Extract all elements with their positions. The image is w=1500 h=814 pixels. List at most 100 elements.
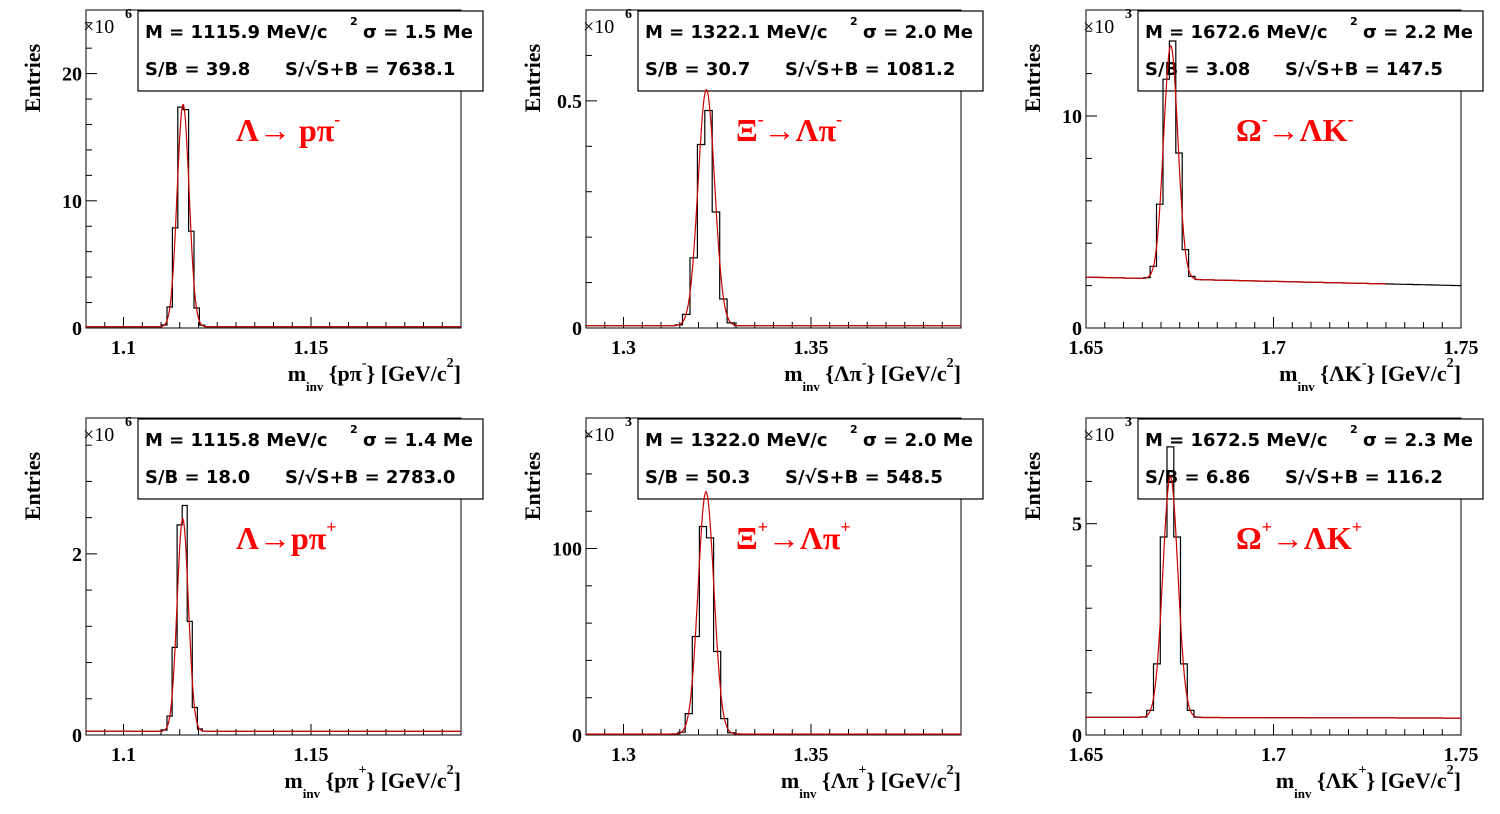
y-tick-label: 0 — [572, 318, 582, 340]
y-tick-label: 5 — [1072, 514, 1082, 536]
stats-mass: M = 1672.6 MeV/c — [1145, 22, 1328, 43]
y-tick-label: 0 — [72, 725, 82, 747]
x-tick-label: 1.3 — [611, 744, 636, 766]
axis-multiplier: ×10 — [1083, 424, 1114, 446]
stats-signal-to-background: S/B = 50.3 — [645, 467, 750, 488]
axis-multiplier-exponent: 3 — [1125, 415, 1132, 430]
stats-mass: M = 1322.0 MeV/c — [645, 430, 828, 451]
panel-3: 0 10 1.65 1.7 1.75 Entries ×10 3 minv {ΛK-} [GeV… — [1020, 7, 1484, 394]
stats-box — [637, 10, 984, 92]
stats-sigma: σ = 2.0 Me — [863, 430, 973, 451]
process-label: Λ→pπ+ — [236, 517, 337, 556]
y-tick-label: 100 — [552, 539, 582, 561]
fit-curve — [1085, 475, 1461, 719]
stats-mass: M = 1115.8 MeV/c — [145, 430, 328, 451]
axis-multiplier-exponent: 6 — [125, 7, 132, 22]
stats-box — [1137, 10, 1484, 92]
y-tick-label: 0 — [572, 725, 582, 747]
y-tick-label: 0 — [1072, 318, 1082, 340]
y-axis-label: Entries — [520, 43, 545, 112]
y-tick-label: 10 — [62, 191, 82, 213]
stats-significance: S/√S+B = 548.5 — [785, 467, 943, 488]
stats-mass: M = 1115.9 MeV/c — [145, 22, 328, 43]
axis-multiplier: ×10 — [583, 424, 614, 446]
x-tick-label: 1.35 — [794, 744, 829, 766]
stats-signal-to-background: S/B = 39.8 — [145, 59, 250, 80]
stats-signal-to-background: S/B = 30.7 — [645, 59, 750, 80]
y-axis-label: Entries — [520, 451, 545, 520]
stats-sigma: σ = 1.5 Me — [363, 22, 473, 43]
axis-multiplier-exponent: 3 — [1125, 7, 1132, 22]
axis-multiplier: ×10 — [83, 424, 114, 446]
y-tick-label: 0.5 — [557, 91, 582, 113]
stats-mass-unit-exponent: 2 — [850, 15, 858, 28]
stats-sigma: σ = 2.2 Me — [1363, 22, 1473, 43]
stats-significance: S/√S+B = 7638.1 — [285, 59, 455, 80]
x-tick-label: 1.1 — [111, 337, 136, 359]
stats-mass-unit-exponent: 2 — [1350, 423, 1358, 436]
x-axis-label: minv {pπ+} [GeV/c2] — [284, 763, 461, 801]
x-axis-label: minv {pπ-} [GeV/c2] — [288, 356, 461, 394]
panel-4: 0 2 1.1 1.15 Entries ×10 6 minv {pπ+} [GeV/c2] M… — [20, 415, 484, 801]
y-tick-label: 2 — [72, 544, 82, 566]
axis-multiplier-exponent: 3 — [625, 415, 632, 430]
process-label: Ξ+→Λπ+ — [736, 517, 851, 556]
axis-multiplier: ×10 — [583, 16, 614, 38]
y-axis-label: Entries — [20, 451, 45, 520]
y-axis-label: Entries — [1020, 43, 1045, 112]
axis-multiplier-exponent: 6 — [625, 7, 632, 22]
axis-multiplier: ×10 — [1083, 16, 1114, 38]
x-tick-label: 1.35 — [794, 337, 829, 359]
axis-multiplier-exponent: 6 — [125, 415, 132, 430]
y-tick-label: 0 — [1072, 725, 1082, 747]
x-axis-label: minv {Λπ+} [GeV/c2] — [781, 763, 961, 801]
fit-curve — [86, 516, 461, 732]
stats-sigma: σ = 1.4 Me — [363, 430, 473, 451]
x-tick-label: 1.65 — [1069, 744, 1104, 766]
stats-mass-unit-exponent: 2 — [350, 423, 358, 436]
fit-curve — [86, 103, 461, 328]
axis-multiplier: ×10 — [83, 16, 114, 38]
y-tick-label: 10 — [1062, 106, 1082, 128]
x-tick-label: 1.75 — [1444, 744, 1479, 766]
panel-6: 0 5 1.65 1.7 1.75 Entries ×10 3 minv {ΛK+} [GeV/… — [1020, 415, 1484, 801]
stats-mass-unit-exponent: 2 — [850, 423, 858, 436]
process-label: Ω+→ΛK+ — [1236, 517, 1362, 556]
stats-box — [137, 10, 484, 92]
x-axis-label: minv {ΛK+} [GeV/c2] — [1276, 763, 1461, 801]
histogram — [586, 525, 961, 735]
stats-sigma: σ = 2.0 Me — [863, 22, 973, 43]
y-tick-label: 20 — [62, 64, 82, 86]
y-axis-label: Entries — [20, 43, 45, 112]
y-axis-label: Entries — [1020, 451, 1045, 520]
x-axis-label: minv {Λπ-} [GeV/c2] — [784, 356, 961, 394]
x-tick-label: 1.1 — [111, 744, 136, 766]
x-tick-label: 1.75 — [1444, 337, 1479, 359]
y-tick-label: 0 — [72, 318, 82, 340]
x-tick-label: 1.65 — [1069, 337, 1104, 359]
stats-signal-to-background: S/B = 6.86 — [1145, 467, 1250, 488]
panel-2: 0 0.5 1.3 1.35 Entries ×10 6 minv {Λπ-} [GeV/c2… — [520, 7, 984, 394]
panel-5: 0 100 1.3 1.35 Entries ×10 3 minv {Λπ+} [GeV/c2… — [520, 415, 984, 801]
stats-significance: S/√S+B = 116.2 — [1285, 467, 1443, 488]
stats-mass: M = 1322.1 MeV/c — [645, 22, 828, 43]
x-tick-label: 1.7 — [1261, 744, 1286, 766]
stats-mass-unit-exponent: 2 — [1350, 15, 1358, 28]
x-tick-label: 1.15 — [294, 744, 329, 766]
stats-significance: S/√S+B = 2783.0 — [285, 467, 455, 488]
fit-curve — [586, 88, 961, 327]
stats-significance: S/√S+B = 147.5 — [1285, 59, 1443, 80]
x-tick-label: 1.3 — [611, 337, 636, 359]
stats-sigma: σ = 2.3 Me — [1363, 430, 1473, 451]
x-tick-label: 1.15 — [294, 337, 329, 359]
process-label: Ω-→ΛK- — [1236, 109, 1353, 148]
stats-signal-to-background: S/B = 3.08 — [1145, 59, 1250, 80]
fit-curve — [1086, 44, 1386, 285]
fit-curve — [586, 490, 961, 735]
stats-box — [637, 418, 984, 500]
stats-significance: S/√S+B = 1081.2 — [785, 59, 955, 80]
x-axis-label: minv {ΛK-} [GeV/c2] — [1279, 356, 1461, 394]
process-label: Λ→ pπ- — [236, 109, 340, 148]
panel-1: 0 10 20 1.1 1.15 Entries ×10 6 minv {pπ-} [GeV/c… — [20, 7, 484, 394]
